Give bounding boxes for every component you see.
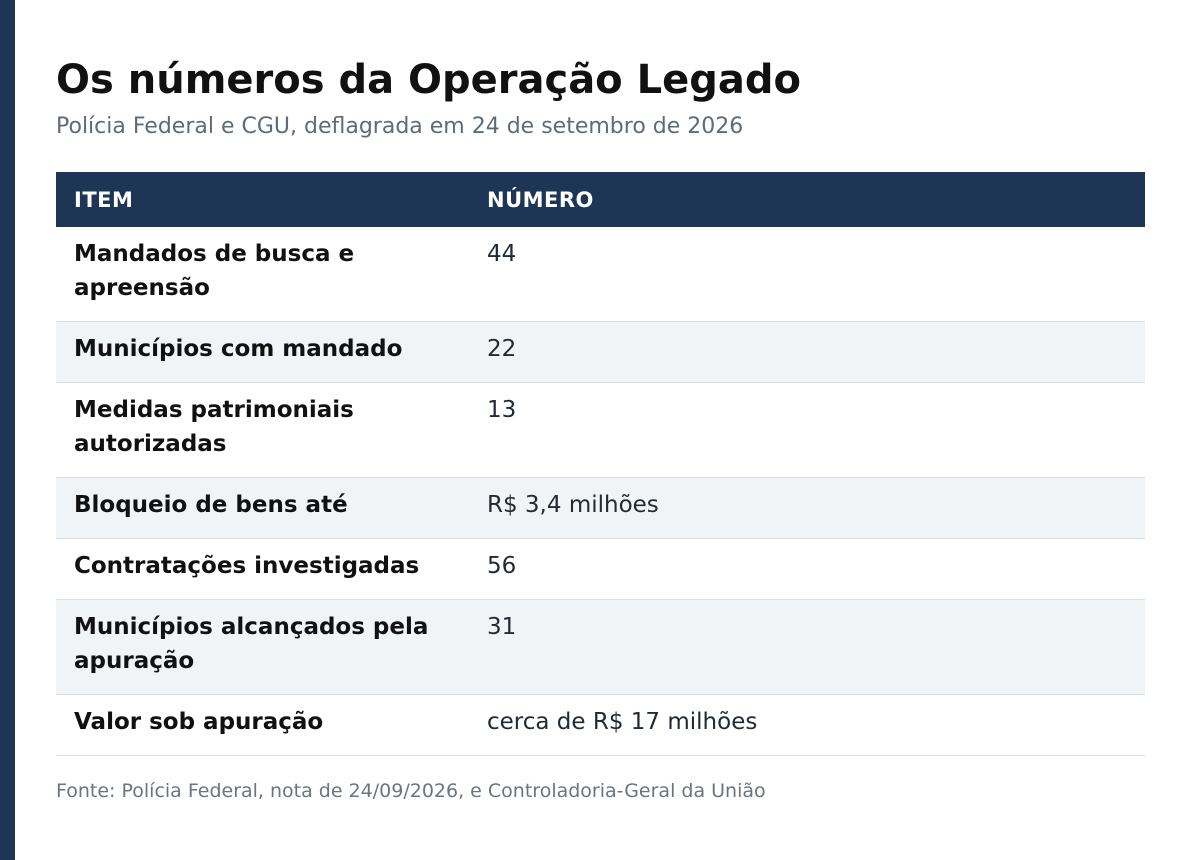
page-title: Os números da Operação Legado: [56, 57, 801, 103]
source-note: Fonte: Polícia Federal, nota de 24/09/20…: [56, 780, 766, 802]
number-cell: 22: [469, 321, 1145, 383]
accent-bar: [0, 0, 15, 860]
table-row: Municípios com mandado 22: [56, 321, 1145, 383]
table-row: Valor sob apuração cerca de R$ 17 milhõe…: [56, 694, 1145, 756]
number-cell: R$ 3,4 milhões: [469, 477, 1145, 539]
column-header-number: NÚMERO: [469, 172, 1145, 227]
item-cell: Bloqueio de bens até: [56, 477, 469, 539]
item-cell: Municípios com mandado: [56, 321, 469, 383]
table-header: ITEM NÚMERO: [56, 172, 1145, 227]
number-cell: 13: [469, 382, 1145, 478]
item-cell: Municípios alcançados pela apuração: [56, 599, 469, 695]
article-content: Os números da Operação Legado Polícia Fe…: [56, 56, 1145, 804]
number-cell: cerca de R$ 17 milhões: [469, 694, 1145, 756]
table-row: Contratações investigadas 56: [56, 538, 1145, 600]
item-cell: Medidas patrimoniais autorizadas: [56, 382, 469, 478]
item-cell: Valor sob apuração: [56, 694, 469, 756]
table-body: Mandados de busca e apreensão 44 Municíp…: [56, 227, 1145, 756]
column-header-item: ITEM: [56, 172, 469, 227]
number-cell: 44: [469, 227, 1145, 322]
table-header-row: ITEM NÚMERO: [56, 172, 1145, 227]
page-subtitle: Polícia Federal e CGU, deflagrada em 24 …: [56, 114, 744, 139]
number-cell: 31: [469, 599, 1145, 695]
table-row: Municípios alcançados pela apuração 31: [56, 599, 1145, 695]
table-row: Medidas patrimoniais autorizadas 13: [56, 382, 1145, 478]
number-cell: 56: [469, 538, 1145, 600]
table-row: Bloqueio de bens até R$ 3,4 milhões: [56, 477, 1145, 539]
table-row: Mandados de busca e apreensão 44: [56, 227, 1145, 322]
item-cell: Mandados de busca e apreensão: [56, 227, 469, 322]
item-cell: Contratações investigadas: [56, 538, 469, 600]
data-table: ITEM NÚMERO Mandados de busca e apreensã…: [56, 172, 1145, 756]
